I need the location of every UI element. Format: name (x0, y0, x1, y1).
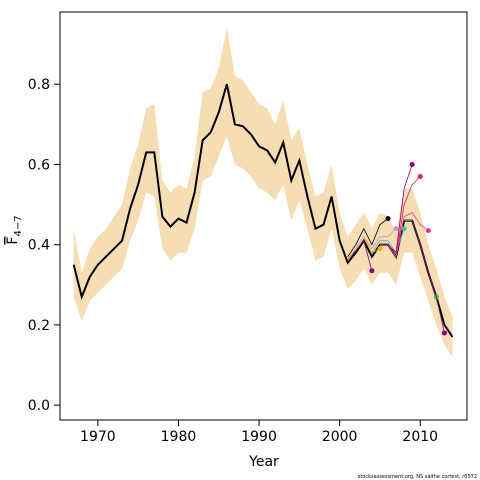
footnote: stocksassessment.org, NS saithe cortest,… (358, 474, 477, 480)
retro-endpoint (377, 246, 383, 252)
y-label-main: F (5, 237, 21, 245)
retro-endpoint (425, 228, 431, 234)
y-tick-label: 0.4 (28, 238, 50, 254)
retro-line (379, 176, 421, 258)
y-axis-label: F4−7 (5, 215, 24, 244)
retro-endpoint (417, 173, 423, 179)
retro-line (347, 218, 389, 257)
y-tick-label: 0.6 (28, 157, 50, 173)
retro-line (347, 239, 373, 271)
y-tick-label: 0.2 (28, 318, 50, 334)
x-tick-label: 1970 (80, 429, 116, 445)
y-tick-label: 0.0 (28, 398, 50, 414)
x-tick-label: 1990 (241, 429, 277, 445)
retro-endpoint (369, 268, 375, 274)
x-tick-label: 2000 (322, 429, 358, 445)
retro-endpoint (401, 226, 407, 232)
plot-frame (59, 11, 468, 421)
retro-line (347, 228, 397, 261)
x-tick-label: 2010 (402, 429, 438, 445)
retro-line (387, 212, 429, 258)
retro-endpoint (441, 330, 447, 336)
x-axis-label: Year (248, 454, 279, 470)
confidence-band (73, 28, 453, 358)
retro-endpoint (409, 161, 415, 167)
x-tick-label: 1980 (161, 429, 197, 445)
y-label-subscript: 4−7 (13, 215, 24, 236)
retro-endpoint (393, 226, 399, 232)
y-tick-label: 0.8 (28, 77, 50, 93)
retro-line (411, 220, 445, 334)
retro-endpoint (385, 216, 391, 222)
